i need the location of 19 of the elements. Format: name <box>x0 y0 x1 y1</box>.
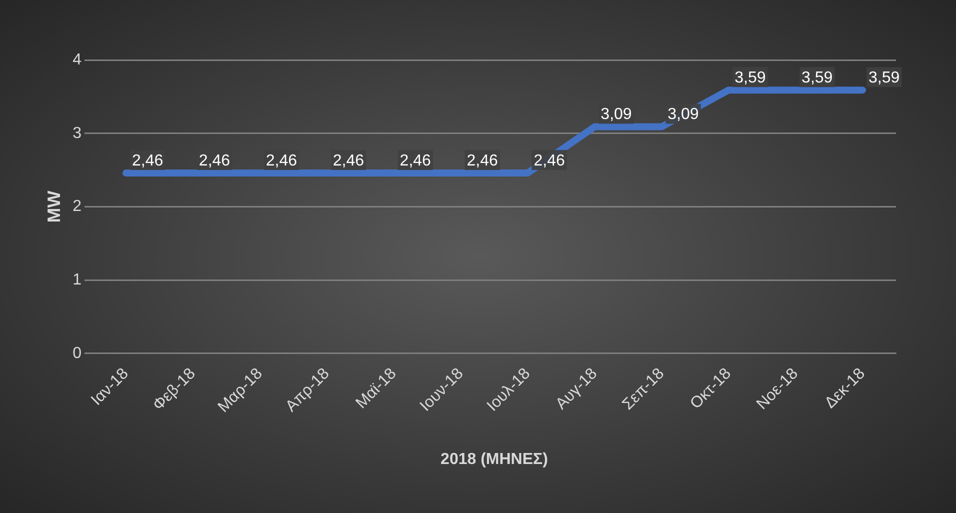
y-tick-label: 0 <box>72 344 82 362</box>
data-label: 2,46 <box>198 152 230 170</box>
data-label: 3,59 <box>802 69 833 86</box>
data-label: 2,46 <box>332 152 364 170</box>
y-tick-label: 4 <box>72 51 82 68</box>
data-label: 2,46 <box>534 152 565 170</box>
y-tick-label: 2 <box>72 198 82 216</box>
x-axis-title: 2018 (ΜΗΝΕΣ) <box>440 450 548 468</box>
data-label: 2,46 <box>266 152 298 170</box>
data-label: 2,46 <box>466 152 498 170</box>
data-label: 3,59 <box>734 69 766 86</box>
data-label: 3,09 <box>600 106 632 124</box>
data-label: 2,46 <box>400 152 432 170</box>
data-label: 3,59 <box>868 69 900 86</box>
y-axis-title: MW <box>44 190 64 223</box>
y-tick-label: 1 <box>72 272 82 289</box>
data-label: 3,09 <box>668 106 699 124</box>
y-tick-label: 3 <box>72 124 82 142</box>
data-label: 2,46 <box>132 152 164 170</box>
